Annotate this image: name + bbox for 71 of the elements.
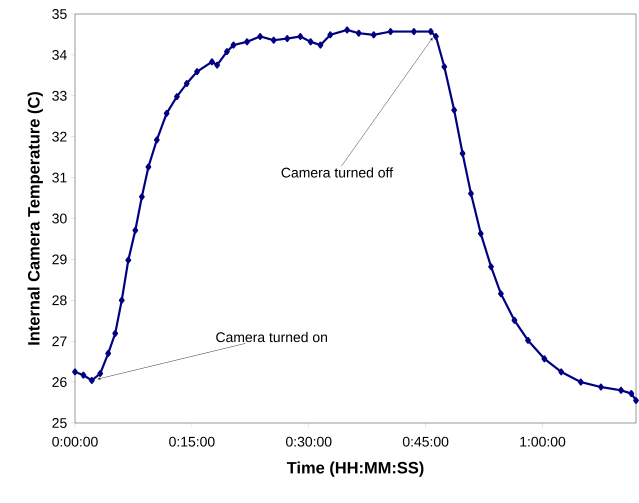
point bbox=[194, 68, 200, 76]
point bbox=[478, 230, 484, 238]
point bbox=[125, 256, 132, 264]
y-tick-label: 31 bbox=[52, 172, 67, 183]
point bbox=[132, 226, 138, 234]
x-tick-label: 0:30:00 bbox=[286, 436, 332, 447]
point bbox=[318, 42, 324, 49]
point bbox=[308, 38, 314, 46]
y-axis-title: Internal Camera Temperature (C) bbox=[28, 92, 43, 345]
point bbox=[370, 31, 377, 38]
y-tick-label: 32 bbox=[52, 132, 67, 142]
annotation: Camera turned off bbox=[282, 167, 394, 178]
point bbox=[214, 62, 220, 69]
x-tick-label: 1:00:00 bbox=[520, 436, 566, 447]
point bbox=[541, 355, 548, 362]
point bbox=[618, 386, 624, 394]
x-tick-label: 0:00:00 bbox=[52, 436, 98, 447]
y-tick-label: 33 bbox=[52, 90, 67, 101]
point bbox=[146, 163, 152, 170]
point bbox=[468, 190, 474, 198]
point bbox=[209, 58, 215, 66]
point bbox=[633, 397, 639, 404]
x-tick-label: 0:45:00 bbox=[402, 436, 448, 447]
x-axis-title: Time (HH:MM:SS) bbox=[286, 461, 424, 477]
y-tick-label: 26 bbox=[52, 377, 67, 388]
point bbox=[284, 35, 290, 42]
point bbox=[184, 80, 190, 88]
point bbox=[598, 384, 604, 390]
point bbox=[558, 368, 564, 376]
point bbox=[498, 290, 504, 298]
point bbox=[244, 38, 250, 46]
point bbox=[411, 28, 417, 36]
y-tick-label: 28 bbox=[52, 295, 67, 306]
point bbox=[356, 30, 362, 37]
point bbox=[97, 370, 104, 377]
y-tick-label: 35 bbox=[52, 9, 67, 19]
annotation: Camera turned on bbox=[216, 332, 327, 342]
point bbox=[628, 390, 634, 398]
point bbox=[72, 368, 78, 376]
point bbox=[525, 336, 531, 344]
y-tick-label: 30 bbox=[52, 214, 67, 224]
y-tick-label: 29 bbox=[52, 254, 67, 264]
point bbox=[164, 110, 170, 117]
point bbox=[88, 376, 95, 384]
y-tick-label: 34 bbox=[52, 50, 67, 60]
y-tick-label: 27 bbox=[52, 336, 67, 346]
point bbox=[138, 193, 145, 200]
point bbox=[297, 33, 304, 40]
point bbox=[257, 33, 264, 40]
point bbox=[105, 350, 112, 357]
point bbox=[230, 42, 236, 49]
point bbox=[270, 36, 277, 44]
point bbox=[118, 296, 125, 304]
point bbox=[512, 316, 518, 324]
point bbox=[344, 26, 350, 34]
point bbox=[460, 150, 466, 157]
point bbox=[224, 48, 230, 56]
point bbox=[578, 378, 584, 386]
point bbox=[433, 33, 439, 40]
point bbox=[80, 372, 86, 379]
y-tick-label: 25 bbox=[52, 418, 67, 428]
point bbox=[327, 31, 334, 38]
point bbox=[388, 28, 394, 36]
point bbox=[174, 93, 180, 100]
point bbox=[428, 28, 434, 36]
x-tick-label: 0:15:00 bbox=[169, 436, 215, 447]
point bbox=[451, 106, 458, 114]
point bbox=[441, 63, 448, 70]
point bbox=[154, 136, 160, 144]
point bbox=[112, 330, 118, 337]
point bbox=[488, 263, 494, 270]
